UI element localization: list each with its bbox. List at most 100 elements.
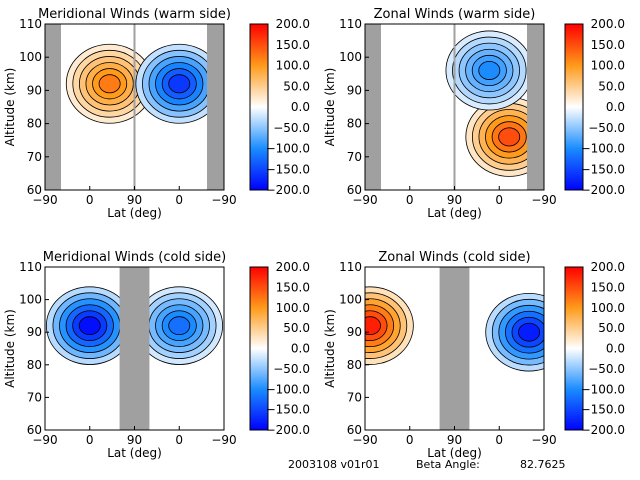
footer-beta-label: Beta Angle: [416, 458, 480, 471]
colorbar-tick-label: 50.0 [283, 321, 310, 335]
contour-level [78, 316, 101, 336]
x-tick-label: −90 [352, 193, 377, 207]
contour-field [45, 286, 224, 365]
colorbar-tick-label: −100.0 [581, 142, 625, 156]
x-axis-label: Lat (deg) [427, 446, 482, 460]
y-tick-label: 80 [347, 358, 362, 372]
x-tick-label: 90 [447, 193, 462, 207]
colorbar-tick-label: 150.0 [591, 280, 625, 294]
colorbar-tick-label: −50.0 [588, 362, 625, 376]
x-tick-label: 90 [127, 433, 142, 447]
contour-level [518, 322, 541, 342]
x-tick-label: −90 [531, 193, 556, 207]
x-tick-label: 90 [127, 193, 142, 207]
colorbar-tick-label: −150.0 [266, 403, 310, 417]
colorbar-tick-label: 150.0 [591, 38, 625, 52]
y-tick-label: 90 [347, 325, 362, 339]
panel-1: 60 70 80 90 100 110 −90 0 90 0 −90 Lat (deg) Altitud… [3, 7, 310, 220]
panel-3: 60 70 80 90 100 110 −90 0 90 0 −90 Lat (deg) Altitud… [3, 250, 310, 460]
colorbar [249, 23, 269, 191]
x-tick-label: 0 [86, 433, 94, 447]
y-axis-label: Altitude (km) [323, 68, 337, 147]
colorbar-tick-label: 50.0 [283, 79, 310, 93]
colorbar-tick-label: 0.0 [291, 342, 310, 356]
colorbar-tick-label: 100.0 [591, 59, 625, 73]
colorbar-tick-label: −50.0 [273, 121, 310, 135]
x-axis-label: Lat (deg) [107, 446, 162, 460]
y-tick-label: 80 [347, 117, 362, 131]
colorbar-tick-label: −150.0 [581, 162, 625, 176]
y-tick-label: 70 [347, 390, 362, 404]
y-tick-label: 70 [27, 150, 42, 164]
no-data-region [207, 24, 224, 190]
y-tick-label: 110 [339, 17, 362, 31]
panel-4: 60 70 80 90 100 110 −90 0 90 0 −90 Lat (deg) Altitud… [323, 250, 625, 460]
colorbar-tick-label: 150.0 [276, 38, 310, 52]
colorbar-tick-label: 100.0 [276, 59, 310, 73]
chart-title: Zonal Winds (warm side) [374, 7, 536, 22]
chart-title: Meridional Winds (warm side) [38, 7, 231, 22]
contour-level [365, 316, 381, 336]
colorbar-tick-label: 50.0 [598, 321, 625, 335]
y-tick-label: 60 [27, 183, 42, 197]
contour-level [478, 60, 501, 80]
x-tick-label: −90 [531, 433, 556, 447]
no-data-region [453, 24, 456, 190]
x-tick-label: −90 [211, 433, 236, 447]
y-tick-label: 90 [347, 83, 362, 97]
y-tick-label: 100 [19, 50, 42, 64]
colorbar-tick-label: 0.0 [606, 342, 625, 356]
x-tick-label: 0 [406, 193, 414, 207]
x-axis-label: Lat (deg) [107, 206, 162, 220]
y-tick-label: 110 [19, 17, 42, 31]
colorbar-tick-label: 100.0 [276, 301, 310, 315]
colorbar-tick-label: −200.0 [266, 183, 310, 197]
colorbar-tick-label: 200.0 [276, 260, 310, 274]
colorbar-tick-label: −50.0 [588, 121, 625, 135]
y-tick-label: 100 [19, 293, 42, 307]
chart-title: Zonal Winds (cold side) [378, 250, 530, 265]
colorbar [249, 266, 269, 431]
chart-title: Meridional Winds (cold side) [43, 250, 226, 265]
colorbar-tick-label: 50.0 [598, 79, 625, 93]
colorbar-tick-label: 150.0 [276, 280, 310, 294]
footer-id: 2003108 v01r01 [288, 458, 380, 471]
contour-field [445, 30, 544, 177]
y-tick-label: 60 [27, 423, 42, 437]
no-data-region [119, 267, 150, 430]
x-tick-label: 0 [406, 433, 414, 447]
contour-level [98, 74, 121, 94]
colorbar [564, 23, 584, 191]
y-tick-label: 110 [339, 260, 362, 274]
y-tick-label: 60 [347, 183, 362, 197]
footer-beta-value: 82.7625 [520, 458, 566, 471]
y-tick-label: 80 [27, 117, 42, 131]
colorbar-tick-label: −200.0 [266, 423, 310, 437]
colorbar-tick-label: 200.0 [591, 17, 625, 31]
x-tick-label: 0 [495, 433, 503, 447]
y-tick-label: 90 [27, 83, 42, 97]
colorbar-tick-label: −50.0 [273, 362, 310, 376]
x-tick-label: 90 [447, 433, 462, 447]
contour-level [498, 127, 521, 147]
colorbar-tick-label: 100.0 [591, 301, 625, 315]
no-data-region [45, 24, 61, 190]
colorbar [564, 266, 584, 431]
x-tick-label: 0 [86, 193, 94, 207]
colorbar-tick-label: 200.0 [591, 260, 625, 274]
y-tick-label: 110 [19, 260, 42, 274]
contour-level [168, 316, 191, 336]
y-axis-label: Altitude (km) [3, 68, 17, 147]
no-data-region [439, 267, 470, 430]
x-tick-label: −90 [211, 193, 236, 207]
y-tick-label: 70 [347, 150, 362, 164]
panel-2: 60 70 80 90 100 110 −90 0 90 0 −90 Lat (deg) Altitud… [323, 7, 625, 220]
colorbar-tick-label: −150.0 [266, 162, 310, 176]
y-axis-label: Altitude (km) [3, 309, 17, 388]
colorbar-tick-label: −100.0 [266, 382, 310, 396]
y-tick-label: 80 [27, 358, 42, 372]
colorbar-tick-label: 200.0 [276, 17, 310, 31]
x-tick-label: 0 [175, 433, 183, 447]
y-tick-label: 100 [339, 293, 362, 307]
